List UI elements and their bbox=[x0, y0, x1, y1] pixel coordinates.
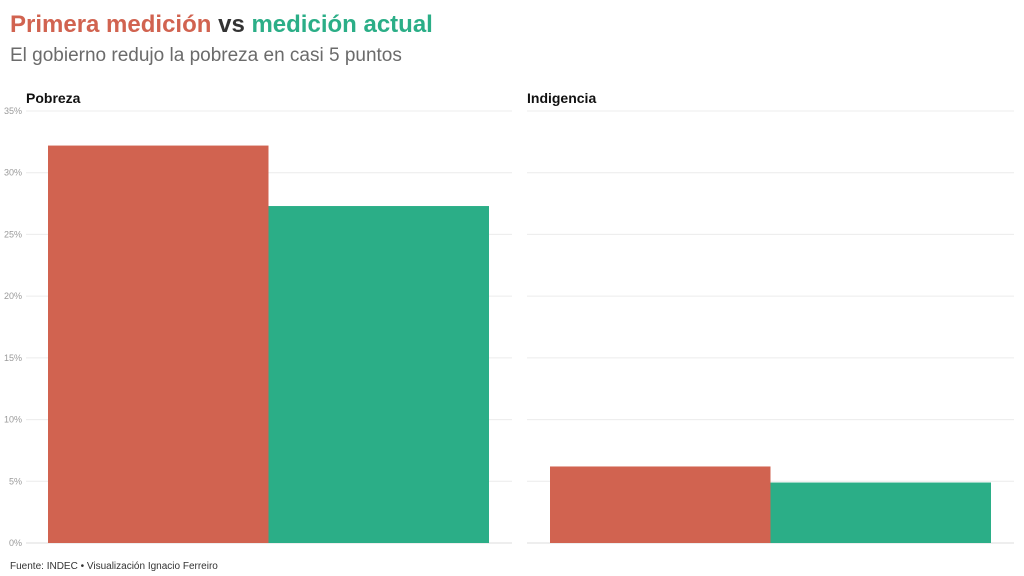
y-tick-label-20: 20% bbox=[4, 291, 22, 301]
y-tick-label-35: 35% bbox=[4, 106, 22, 116]
y-tick-label-25: 25% bbox=[4, 229, 22, 239]
y-tick-label-0: 0% bbox=[9, 538, 22, 548]
bar-pobreza-current-measurement bbox=[268, 206, 489, 544]
panel-pobreza: Pobreza 0% 5% 10% 15% 20% 25% 30% 35% bbox=[4, 90, 512, 548]
y-tick-label-30: 30% bbox=[4, 168, 22, 178]
panel-title-indigencia: Indigencia bbox=[527, 90, 596, 106]
source-note: Fuente: INDEC • Visualización Ignacio Fe… bbox=[10, 561, 218, 572]
panel-indigencia: Indigencia bbox=[527, 90, 1014, 544]
y-tick-label-10: 10% bbox=[4, 415, 22, 425]
y-tick-label-15: 15% bbox=[4, 353, 22, 363]
chart-title: Primera medición vs medición actual bbox=[10, 11, 433, 38]
bar-pobreza-first-measurement bbox=[48, 145, 269, 543]
y-tick-label-5: 5% bbox=[9, 476, 22, 486]
title-first-measurement: Primera medición bbox=[10, 11, 211, 38]
bar-indigencia-current-measurement bbox=[770, 482, 991, 543]
title-current-measurement: medición actual bbox=[251, 11, 432, 38]
title-vs: vs bbox=[211, 11, 251, 38]
chart-subtitle: El gobierno redujo la pobreza en casi 5 … bbox=[10, 45, 402, 66]
bar-indigencia-first-measurement bbox=[550, 466, 771, 543]
panel-title-pobreza: Pobreza bbox=[26, 90, 81, 106]
